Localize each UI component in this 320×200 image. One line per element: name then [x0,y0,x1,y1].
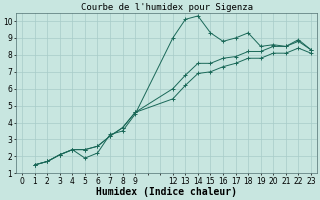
Title: Courbe de l'humidex pour Sigenza: Courbe de l'humidex pour Sigenza [81,3,252,12]
X-axis label: Humidex (Indice chaleur): Humidex (Indice chaleur) [96,187,237,197]
